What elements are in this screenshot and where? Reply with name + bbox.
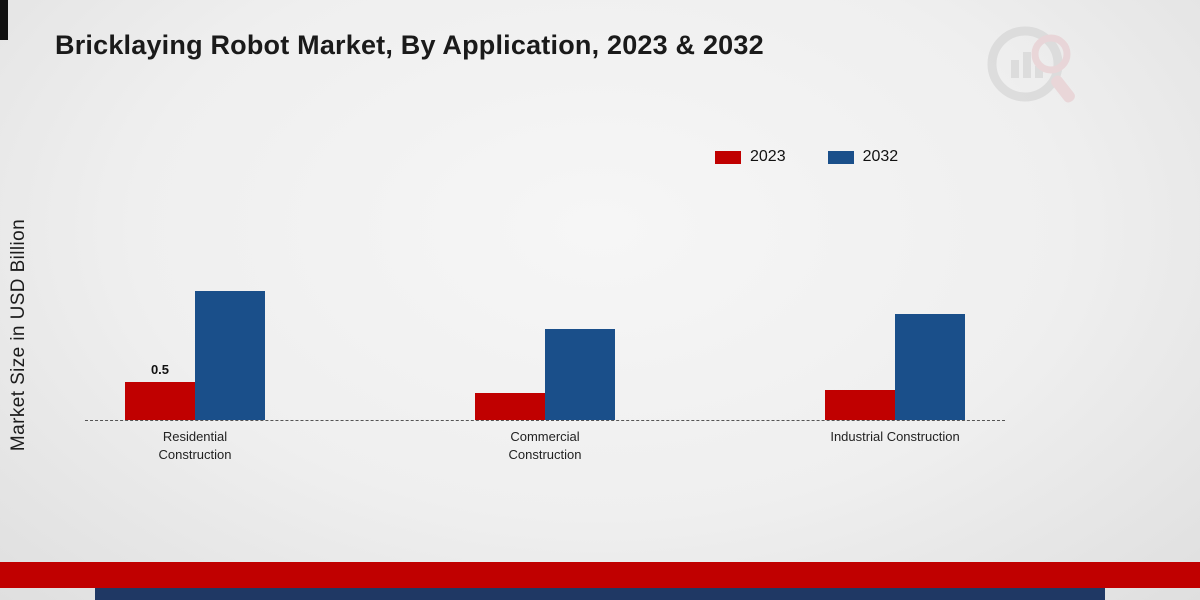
bar-2032-category-1 xyxy=(545,329,615,420)
bar-2023-category-0: 0.5 xyxy=(125,362,195,420)
bar-2023-category-2 xyxy=(825,390,895,420)
legend-item-2032: 2032 xyxy=(827,148,899,166)
chart-title: Bricklaying Robot Market, By Application… xyxy=(55,30,764,60)
category-label-1: Commercial Construction xyxy=(508,429,582,463)
magnifier-bar-chart-logo-icon xyxy=(985,22,1085,122)
footer-navy-band xyxy=(95,588,1105,600)
category-label-0: Residential Construction xyxy=(158,429,232,463)
left-edge-strip xyxy=(0,0,8,40)
legend-swatch-2032 xyxy=(827,150,854,164)
legend: 2023 2032 xyxy=(715,148,898,166)
bar-2023-category-1 xyxy=(475,393,545,420)
bar-value-label: 0.5 xyxy=(150,362,170,377)
bar-2032-category-2 xyxy=(895,314,965,420)
legend-label-2032: 2032 xyxy=(862,148,899,165)
legend-swatch-2023 xyxy=(715,150,741,164)
bar-group-0: 0.5 xyxy=(125,291,265,420)
bar-group-2 xyxy=(825,314,965,420)
x-axis-baseline xyxy=(85,420,1005,421)
legend-item-2023: 2023 xyxy=(715,148,786,166)
bar-2032-category-0 xyxy=(195,291,265,420)
bar-group-1 xyxy=(475,329,615,420)
legend-label-2023: 2023 xyxy=(750,148,786,165)
category-label-2: Industrial Construction xyxy=(830,429,960,444)
footer-red-band xyxy=(0,562,1200,588)
